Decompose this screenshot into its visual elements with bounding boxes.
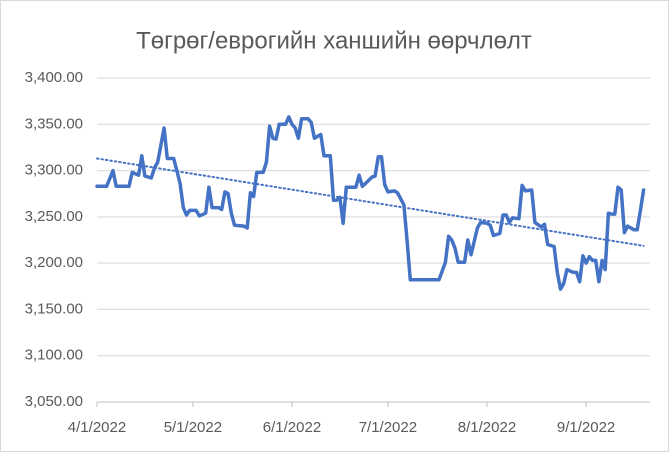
line-series <box>95 115 646 291</box>
x-tick-label: 8/1/2022 <box>458 419 516 436</box>
x-tick-label: 7/1/2022 <box>359 419 417 436</box>
y-tick-label: 3,150.00 <box>25 300 83 317</box>
x-tick-label: 4/1/2022 <box>68 419 126 436</box>
x-tick-label: 5/1/2022 <box>164 419 222 436</box>
chart-title: Төгрөг/еврогийн ханшийн өөрчлөлт <box>136 27 532 54</box>
y-tick-label: 3,300.00 <box>25 162 83 179</box>
y-tick-label: 3,400.00 <box>25 69 83 86</box>
y-tick-label: 3,350.00 <box>25 115 83 132</box>
trendline <box>96 157 645 247</box>
x-tick-label: 6/1/2022 <box>263 419 321 436</box>
x-tick-label: 9/1/2022 <box>557 419 615 436</box>
y-tick-label: 3,050.00 <box>25 393 83 410</box>
y-tick-label: 3,200.00 <box>25 254 83 271</box>
y-tick-label: 3,100.00 <box>25 347 83 364</box>
y-tick-label: 3,250.00 <box>25 208 83 225</box>
